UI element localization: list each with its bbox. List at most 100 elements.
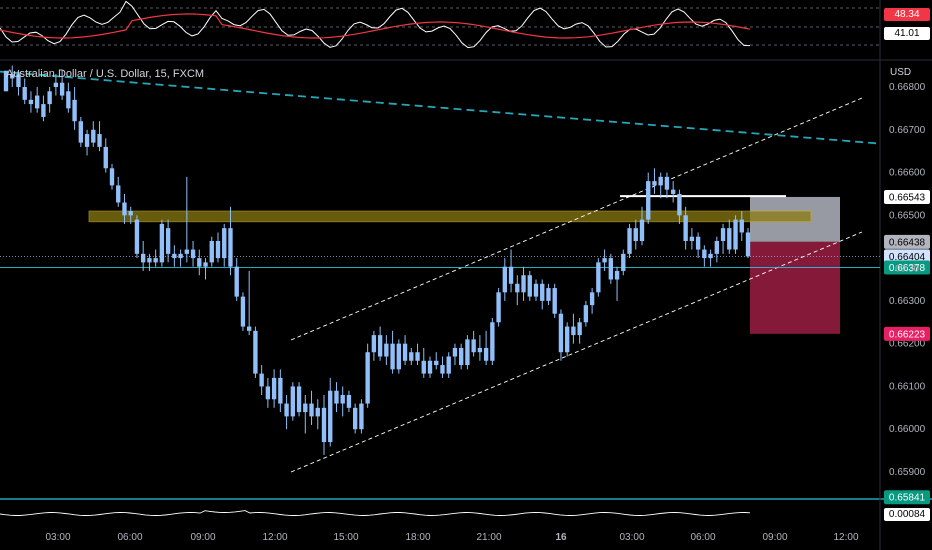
candle-body <box>140 253 146 263</box>
channel-upper <box>290 97 863 341</box>
candle <box>652 168 657 194</box>
candle <box>639 206 645 246</box>
candle <box>91 121 96 147</box>
candle-body <box>184 249 190 254</box>
candle-body <box>103 146 108 169</box>
candle <box>190 241 196 267</box>
candle-body <box>608 258 614 280</box>
drawings <box>0 70 880 473</box>
candle <box>172 245 177 267</box>
candle <box>10 65 15 87</box>
candle <box>97 121 102 152</box>
candle <box>471 330 476 357</box>
candle-body <box>128 211 133 216</box>
candle-body <box>521 275 526 293</box>
candle <box>527 270 532 301</box>
candle-body <box>53 82 59 87</box>
candle <box>427 356 433 378</box>
candle-body <box>683 215 688 241</box>
candle <box>228 206 233 276</box>
candle <box>483 330 489 366</box>
candles <box>3 65 751 455</box>
candle-body <box>695 236 701 250</box>
rsi-pane <box>0 0 880 49</box>
target-zone <box>750 241 840 334</box>
candle-body <box>714 241 720 254</box>
candle <box>178 249 183 267</box>
candle <box>66 82 71 113</box>
candle-body <box>240 296 246 327</box>
candle-body <box>596 262 601 293</box>
candle-body <box>502 266 508 293</box>
candle <box>496 288 501 327</box>
candle-body <box>533 283 539 297</box>
candle-body <box>290 386 296 417</box>
x-tick-label: 09:00 <box>190 532 215 543</box>
y-tick-label: 0.66300 <box>889 296 926 307</box>
candle <box>683 206 688 250</box>
candle <box>596 258 601 297</box>
candle <box>28 91 34 113</box>
candle-body <box>434 360 439 366</box>
candle <box>134 215 140 259</box>
candle <box>670 181 676 203</box>
candle-body <box>153 258 158 263</box>
candle-body <box>614 270 620 280</box>
candle-body <box>365 352 370 404</box>
candle <box>720 223 726 254</box>
candle <box>577 318 582 344</box>
candle-body <box>552 288 557 314</box>
candle-body <box>515 283 520 293</box>
candle <box>708 249 713 267</box>
candle-body <box>415 352 420 361</box>
candle-body <box>402 343 408 361</box>
candle <box>59 69 65 100</box>
candle <box>608 253 614 284</box>
candle-body <box>178 253 183 259</box>
candle <box>402 335 408 366</box>
candle-body <box>215 241 221 259</box>
candle-body <box>271 377 277 400</box>
x-tick-label: 09:00 <box>762 532 787 543</box>
candle <box>421 347 426 378</box>
candle <box>571 313 576 344</box>
candle <box>246 270 252 336</box>
candle-body <box>477 347 483 353</box>
candle <box>271 369 277 408</box>
candle <box>621 249 626 276</box>
candle-body <box>652 181 657 186</box>
candle <box>278 369 283 413</box>
candle-body <box>384 343 389 357</box>
candle-body <box>564 326 570 353</box>
candle-body <box>421 360 426 374</box>
candle-body <box>234 266 239 297</box>
price-tag <box>884 189 930 204</box>
candle <box>159 219 165 267</box>
candle <box>259 365 264 395</box>
candle <box>53 74 59 96</box>
candle-body <box>16 74 21 87</box>
candle <box>16 69 21 96</box>
candle <box>84 129 90 156</box>
y-tick-label: 0.66100 <box>889 381 926 392</box>
candle-body <box>253 330 258 374</box>
candle <box>409 347 414 366</box>
candle-body <box>197 258 202 267</box>
y-tick-label: 0.66700 <box>889 125 926 136</box>
candle <box>702 245 707 267</box>
candle <box>103 138 108 173</box>
candle-body <box>303 403 308 413</box>
candle-body <box>259 373 264 387</box>
candle-body <box>508 266 514 284</box>
candle-body <box>359 403 364 430</box>
rsi-ma-value-tag: 41.01 <box>884 27 930 40</box>
candle <box>390 330 395 374</box>
candle <box>184 176 190 263</box>
candle <box>677 189 682 224</box>
price-axis[interactable]: 0.668000.667000.666000.665000.664000.663… <box>884 82 930 505</box>
candle-body <box>702 249 707 259</box>
candle <box>546 283 551 306</box>
candle <box>365 343 370 408</box>
time-axis[interactable]: 03:00 06:00 09:00 12:00 15:00 18:00 21:00 16 03:… <box>45 532 858 543</box>
